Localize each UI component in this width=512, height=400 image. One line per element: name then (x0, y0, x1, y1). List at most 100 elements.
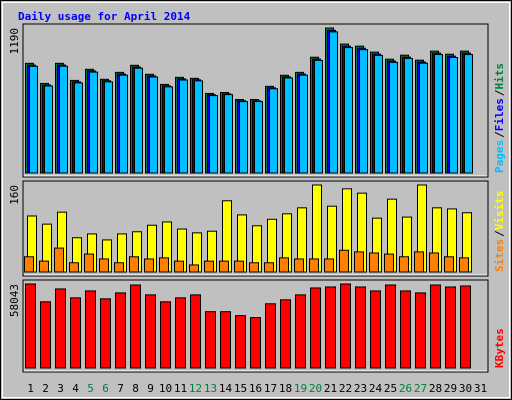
x-tick-label: 26 (399, 382, 412, 395)
bar (100, 298, 111, 369)
bar (299, 74, 308, 174)
bar (194, 80, 203, 174)
bar (250, 317, 261, 369)
bar (249, 262, 259, 273)
chart-title: Daily usage for April 2014 (18, 10, 191, 23)
bar (175, 297, 186, 369)
bar (164, 86, 173, 174)
x-tick-label: 30 (459, 382, 472, 395)
legend-entry: Hits (493, 63, 506, 90)
y-tick-label: 58043 (8, 284, 21, 317)
bar (314, 59, 323, 174)
bar (179, 79, 188, 174)
bar (369, 252, 379, 273)
x-tick-label: 12 (189, 382, 202, 395)
legend-entry: Visits (493, 191, 506, 231)
bar (384, 253, 394, 273)
bar (224, 94, 233, 174)
bar (399, 256, 409, 273)
legend-entry: Files (493, 98, 506, 131)
bar (129, 256, 139, 273)
x-tick-label: 25 (384, 382, 397, 395)
bar (235, 315, 246, 369)
bar (355, 286, 366, 369)
x-tick-label: 27 (414, 382, 427, 395)
bar (24, 256, 34, 273)
bar (115, 292, 126, 369)
bar (114, 262, 124, 273)
x-tick-label: 6 (102, 382, 109, 395)
bar (219, 260, 229, 273)
bar (40, 301, 51, 369)
bar (354, 251, 364, 273)
x-tick-label: 20 (309, 382, 322, 395)
bar (445, 286, 456, 369)
bar (265, 303, 276, 369)
bar (414, 251, 424, 273)
legend: Pages/Files/Hits (493, 63, 506, 173)
bar (205, 311, 216, 369)
legend-entry: Pages (493, 140, 506, 173)
bar (190, 294, 201, 369)
bar (460, 285, 471, 369)
bar (329, 31, 338, 174)
x-tick-label: 24 (369, 382, 383, 395)
bar (70, 297, 81, 369)
bar (284, 77, 293, 174)
bar (204, 260, 214, 273)
bar (89, 71, 98, 174)
bar (209, 95, 218, 174)
x-tick-label: 5 (87, 382, 94, 395)
x-tick-label: 28 (429, 382, 442, 395)
x-tick-label: 4 (72, 382, 79, 395)
x-tick-label: 21 (324, 382, 337, 395)
bar (339, 249, 349, 273)
bar (174, 260, 184, 273)
x-tick-label: 23 (354, 382, 367, 395)
bar (279, 257, 289, 273)
legend: Sites /Visits (493, 191, 506, 273)
bar (220, 311, 231, 369)
bar (389, 61, 398, 174)
x-tick-label: 11 (174, 382, 187, 395)
x-tick-label: 7 (117, 382, 124, 395)
legend-separator: / (493, 89, 506, 96)
bar (99, 258, 109, 273)
bar (159, 257, 169, 273)
bar (344, 47, 353, 174)
bar (325, 286, 336, 369)
x-tick-label: 17 (264, 382, 277, 395)
bar (374, 54, 383, 174)
x-tick-label: 9 (147, 382, 154, 395)
x-tick-label: 15 (234, 382, 247, 395)
legend-separator: / (493, 230, 506, 237)
bar (464, 54, 473, 174)
bar (145, 294, 156, 369)
bar (449, 56, 458, 174)
bar (419, 62, 428, 174)
bar (385, 284, 396, 369)
bar (400, 290, 411, 369)
bar (130, 284, 141, 369)
y-tick-label: 160 (8, 185, 21, 205)
x-tick-label: 1 (27, 382, 34, 395)
bar (254, 101, 263, 174)
bar (54, 247, 64, 273)
bar (370, 290, 381, 369)
legend: KBytes (493, 328, 506, 368)
bar (269, 88, 278, 174)
legend-entry: KBytes (493, 328, 506, 368)
bar (55, 288, 66, 369)
bar (234, 260, 244, 273)
bar (44, 85, 53, 174)
bar (295, 294, 306, 369)
x-tick-label: 14 (219, 382, 233, 395)
bar (85, 290, 96, 369)
bar (189, 264, 199, 273)
bar (434, 54, 443, 174)
bar (430, 284, 441, 369)
x-tick-label: 22 (339, 382, 352, 395)
bar (74, 82, 83, 174)
